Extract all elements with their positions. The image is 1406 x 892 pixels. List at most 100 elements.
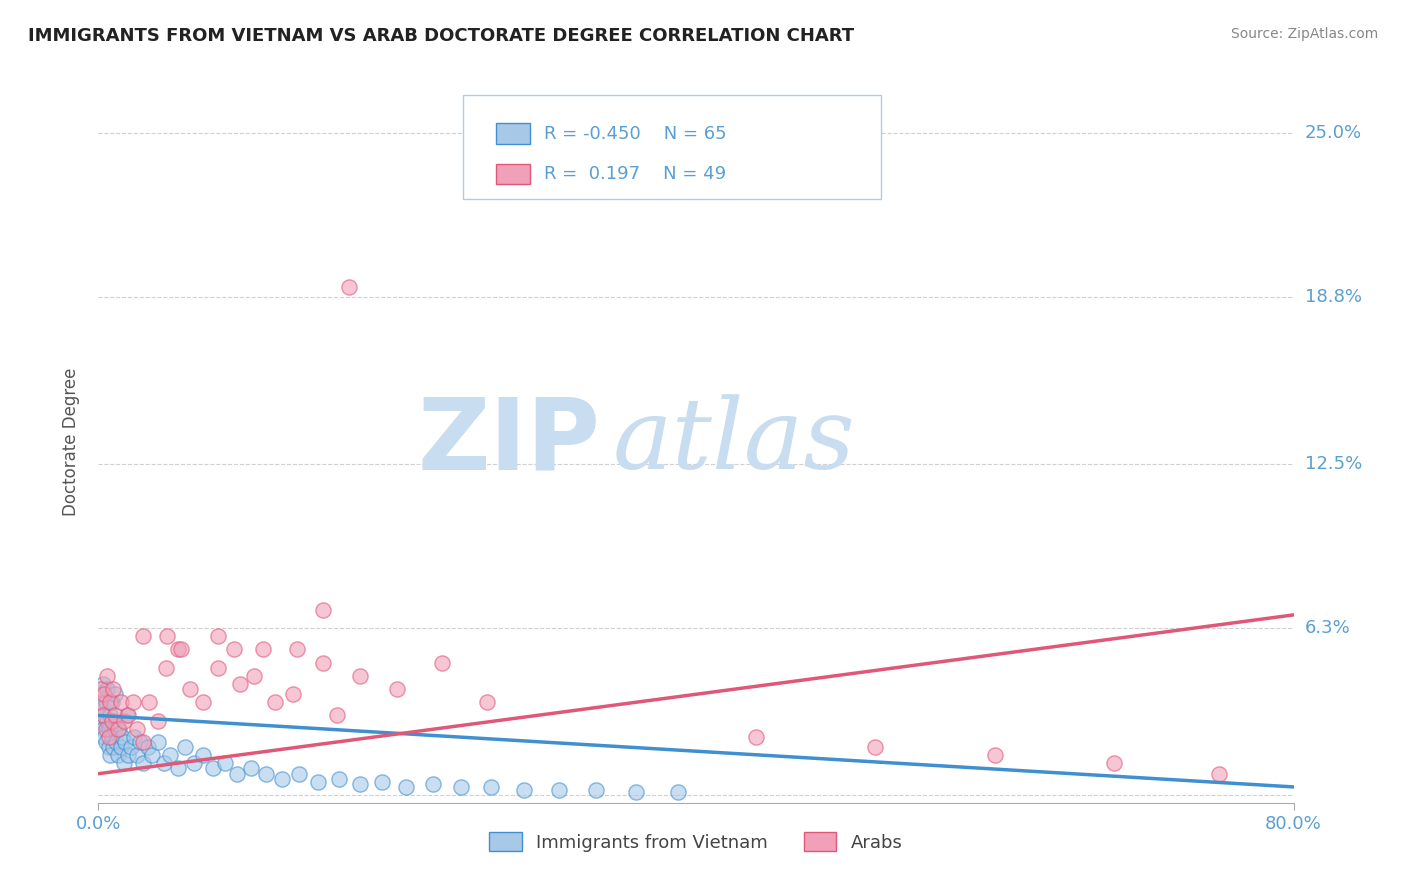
Text: atlas: atlas bbox=[613, 394, 855, 489]
Point bbox=[745, 730, 768, 744]
Point bbox=[169, 642, 191, 657]
Point bbox=[666, 785, 689, 799]
Point bbox=[281, 687, 304, 701]
Point bbox=[141, 748, 163, 763]
Point bbox=[108, 722, 131, 736]
Point bbox=[285, 642, 308, 657]
Point bbox=[385, 681, 409, 696]
Point bbox=[127, 748, 149, 763]
Point bbox=[148, 714, 170, 728]
Point bbox=[104, 722, 127, 736]
Point bbox=[479, 780, 502, 794]
Point bbox=[90, 681, 112, 696]
Point bbox=[117, 708, 139, 723]
Legend: Immigrants from Vietnam, Arabs: Immigrants from Vietnam, Arabs bbox=[482, 825, 910, 859]
Point bbox=[91, 722, 114, 736]
Point bbox=[191, 695, 214, 709]
Point bbox=[93, 687, 115, 701]
Point bbox=[156, 629, 179, 643]
Point bbox=[224, 642, 246, 657]
Point bbox=[132, 756, 155, 770]
Point bbox=[153, 756, 176, 770]
Point bbox=[97, 722, 120, 736]
Point bbox=[254, 766, 277, 780]
Point bbox=[111, 730, 134, 744]
Point bbox=[98, 695, 122, 709]
Point bbox=[90, 714, 112, 728]
Point bbox=[110, 695, 132, 709]
Point bbox=[110, 740, 132, 755]
Point bbox=[239, 761, 262, 775]
Point bbox=[214, 756, 236, 770]
Point bbox=[132, 629, 155, 643]
Point bbox=[307, 774, 329, 789]
Point bbox=[91, 676, 114, 690]
Point bbox=[105, 735, 128, 749]
Point bbox=[127, 722, 149, 736]
Point bbox=[207, 629, 229, 643]
Point bbox=[89, 703, 111, 717]
Point bbox=[97, 740, 120, 755]
Point bbox=[179, 681, 201, 696]
Point bbox=[513, 782, 536, 797]
Point bbox=[226, 766, 249, 780]
Point bbox=[339, 279, 361, 293]
Point bbox=[252, 642, 274, 657]
Point bbox=[107, 748, 129, 763]
Point bbox=[263, 695, 285, 709]
Text: IMMIGRANTS FROM VIETNAM VS ARAB DOCTORATE DEGREE CORRELATION CHART: IMMIGRANTS FROM VIETNAM VS ARAB DOCTORAT… bbox=[28, 27, 855, 45]
Text: 25.0%: 25.0% bbox=[1305, 124, 1362, 142]
Point bbox=[98, 708, 122, 723]
Point bbox=[97, 730, 120, 744]
Point bbox=[98, 748, 122, 763]
Point bbox=[984, 748, 1007, 763]
Point bbox=[371, 774, 394, 789]
Point bbox=[104, 687, 127, 701]
Point bbox=[103, 681, 125, 696]
Point bbox=[94, 735, 117, 749]
Point bbox=[114, 735, 136, 749]
Point bbox=[148, 735, 170, 749]
Point bbox=[136, 740, 159, 755]
Point bbox=[159, 748, 181, 763]
Text: 18.8%: 18.8% bbox=[1305, 288, 1361, 306]
Point bbox=[124, 730, 146, 744]
Point bbox=[229, 676, 252, 690]
Point bbox=[103, 714, 125, 728]
Point bbox=[183, 756, 205, 770]
Point bbox=[107, 722, 129, 736]
FancyBboxPatch shape bbox=[463, 95, 882, 200]
Point bbox=[547, 782, 569, 797]
Text: 6.3%: 6.3% bbox=[1305, 619, 1350, 637]
Point bbox=[430, 656, 453, 670]
Y-axis label: Doctorate Degree: Doctorate Degree bbox=[62, 368, 80, 516]
Point bbox=[138, 695, 160, 709]
Point bbox=[101, 714, 124, 728]
Point bbox=[96, 714, 118, 728]
Text: R =  0.197    N = 49: R = 0.197 N = 49 bbox=[544, 165, 727, 183]
Point bbox=[271, 772, 294, 786]
Point bbox=[865, 740, 887, 755]
Point bbox=[475, 695, 498, 709]
Point bbox=[120, 740, 142, 755]
Point bbox=[243, 669, 266, 683]
Point bbox=[395, 780, 418, 794]
Point bbox=[202, 761, 225, 775]
Point bbox=[349, 777, 371, 791]
Point bbox=[103, 740, 125, 755]
Point bbox=[174, 740, 197, 755]
Point bbox=[585, 782, 607, 797]
Point bbox=[101, 730, 124, 744]
Point bbox=[104, 708, 127, 723]
Point bbox=[101, 695, 124, 709]
Point bbox=[166, 761, 188, 775]
Point bbox=[93, 730, 115, 744]
Point bbox=[121, 695, 143, 709]
Point bbox=[89, 695, 111, 709]
Point bbox=[96, 681, 118, 696]
Point bbox=[311, 656, 333, 670]
Text: Source: ZipAtlas.com: Source: ZipAtlas.com bbox=[1230, 27, 1378, 41]
Point bbox=[96, 669, 118, 683]
Point bbox=[117, 748, 139, 763]
Text: ZIP: ZIP bbox=[418, 393, 600, 490]
